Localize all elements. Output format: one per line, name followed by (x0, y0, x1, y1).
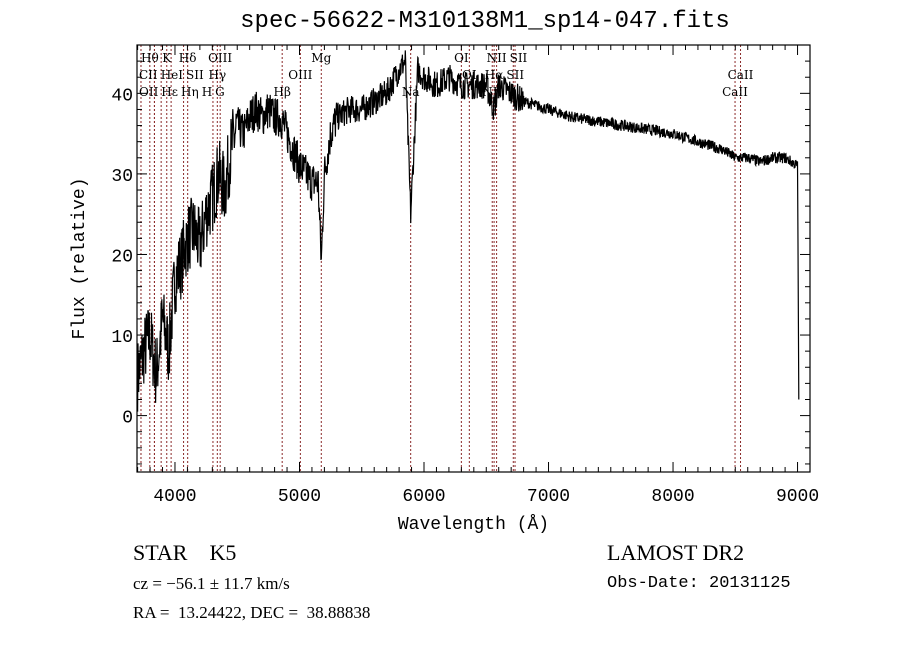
spectral-line-label: Hθ (141, 51, 159, 65)
x-axis-label: Wavelength (Å) (398, 514, 549, 535)
spectral-line-label: HeI (161, 68, 184, 82)
spectral-line-label: Mg (311, 51, 331, 65)
spectral-line-label: Hδ (179, 51, 197, 65)
survey-label: LAMOST DR2 (607, 540, 745, 565)
spectral-line-label: OII (139, 85, 159, 99)
obs-date: Obs-Date: 20131125 (607, 574, 791, 593)
spectral-line-label: OI (462, 68, 477, 82)
spectral-line-label: SII (510, 51, 528, 65)
spectral-line-label: NII (487, 51, 507, 65)
x-tick-label: 8000 (651, 487, 694, 507)
object-type: STAR K5 (133, 540, 237, 565)
spectral-line-label: OI (454, 51, 469, 65)
spectral-line-label: CaII (722, 85, 748, 99)
x-tick-label: 6000 (402, 487, 445, 507)
spectral-line-label: CII (139, 68, 158, 82)
spectral-line-label: H (202, 85, 212, 99)
y-tick-label: 10 (111, 328, 133, 348)
x-tick-label: 4000 (153, 487, 196, 507)
spectral-line-label: Hγ (209, 68, 227, 82)
spectrum-line (137, 50, 800, 412)
spectral-line-label: OIII (288, 68, 312, 82)
x-tick-label: 5000 (278, 487, 321, 507)
chart-title: spec-56622-M310138M1_sp14-047.fits (240, 8, 730, 35)
spectral-line-label: OIII (208, 51, 232, 65)
x-tick-label: 9000 (776, 487, 819, 507)
y-axis-label: Flux (relative) (70, 177, 90, 339)
spectral-line-label: SII (506, 68, 524, 82)
spectral-line-label: K (162, 51, 172, 65)
spectral-line-label: CaII (728, 68, 754, 82)
spectral-line-label: SII (186, 68, 204, 82)
y-tick-label: 20 (111, 247, 133, 267)
spectral-line-label: Hβ (274, 85, 291, 99)
y-tick-label: 30 (111, 167, 133, 187)
y-tick-label: 0 (122, 409, 133, 429)
spectral-line-label: Hε (161, 85, 178, 99)
y-tick-label: 40 (111, 86, 133, 106)
spectral-line-label: Hη (181, 85, 199, 99)
coordinates: RA = 13.24422, DEC = 38.88838 (133, 603, 371, 622)
x-tick-label: 7000 (527, 487, 570, 507)
spectral-line-label: G (215, 85, 225, 99)
redshift-label: cz = −56.1 ± 11.7 km/s (133, 574, 290, 593)
